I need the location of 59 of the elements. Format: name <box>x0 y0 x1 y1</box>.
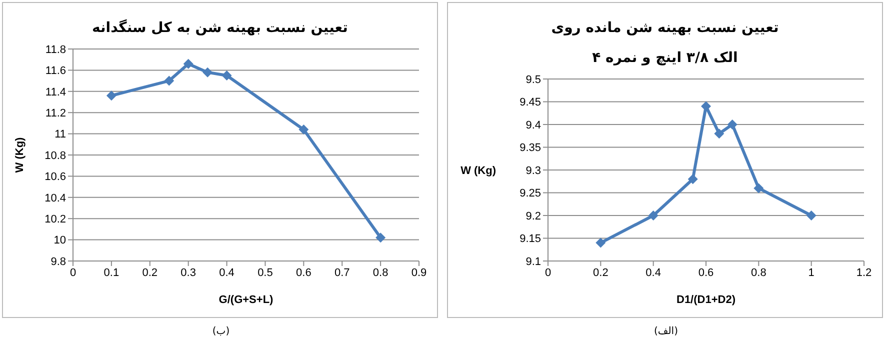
point <box>298 124 309 135</box>
chart-title: تعیین نسبت بهینه شن به کل سنگدانه <box>91 18 349 38</box>
point <box>202 67 213 78</box>
point <box>596 238 606 248</box>
y-tick-label: 11.6 <box>45 65 66 78</box>
x-axis-title: G/(G+S+L) <box>218 294 274 306</box>
point <box>806 210 816 220</box>
x-tick-label: 0.2 <box>142 266 158 279</box>
y-tick-label: 11.8 <box>45 44 66 56</box>
point <box>727 120 738 130</box>
x-tick-label: 0.1 <box>104 266 120 279</box>
x-tick-label: 0.4 <box>219 266 234 279</box>
x-tick-label: 0.6 <box>698 266 714 279</box>
x-tick-label: 0.2 <box>593 266 608 279</box>
y-tick-label: 10 <box>54 234 66 247</box>
text: (الف) <box>653 326 679 337</box>
x-tick-label: 1 <box>808 266 814 279</box>
point <box>648 210 658 220</box>
y-tick-label: 9.4 <box>526 119 541 132</box>
x-tick-label: 0.6 <box>296 266 312 279</box>
y-tick-label: 11.2 <box>45 108 66 120</box>
y-tick-label: 9.15 <box>520 233 541 246</box>
point <box>714 128 724 139</box>
x-tick-label: 0.8 <box>751 266 766 279</box>
x-tick-label: 0.4 <box>646 266 661 279</box>
point <box>222 70 232 80</box>
y-axis-title: W (Kg) <box>14 136 26 173</box>
y-tick-label: 9.2 <box>526 210 541 222</box>
y-tick-label: 9.25 <box>520 188 541 200</box>
point <box>164 76 174 86</box>
x-tick-label: 0.9 <box>411 266 427 279</box>
y-tick-label: 10.4 <box>44 192 66 204</box>
point <box>754 183 764 194</box>
y-tick-label: 9.35 <box>520 142 541 154</box>
y-tick-label: 10.6 <box>44 171 66 184</box>
x-tick-label: 0.5 <box>258 266 273 279</box>
y-axis-title: W (Kg) <box>460 164 496 177</box>
y-tick-label: 9.3 <box>526 164 541 177</box>
x-axis-title: D1/(D1+D2) <box>676 294 736 306</box>
y-tick-label: 10.2 <box>44 214 66 226</box>
point <box>106 90 116 101</box>
point <box>376 232 386 243</box>
x-tick-label: 0 <box>544 266 552 279</box>
y-tick-label: 9.45 <box>520 96 541 109</box>
y-tick-label: 10.8 <box>44 150 66 162</box>
x-tick-label: 0.8 <box>372 266 388 279</box>
chart-title: تعیین نسبت بهینه شن مانده روی الک ۳/۸ اینچ و نمره ۴ <box>550 19 780 68</box>
y-tick-label: 9.5 <box>526 74 541 86</box>
text: (ب) <box>211 326 231 337</box>
y-tick-label: 11 <box>54 128 66 141</box>
x-tick-label: 0.3 <box>180 266 196 279</box>
x-tick-label: 1.2 <box>856 266 872 279</box>
y-tick-label: 11.4 <box>45 86 66 98</box>
y-tick-label: 9.8 <box>50 256 66 268</box>
x-tick-label: 0 <box>70 266 76 279</box>
point <box>183 58 194 69</box>
y-tick-label: 9.1 <box>526 256 541 268</box>
x-tick-label: 0.7 <box>334 266 350 279</box>
point <box>688 174 698 184</box>
